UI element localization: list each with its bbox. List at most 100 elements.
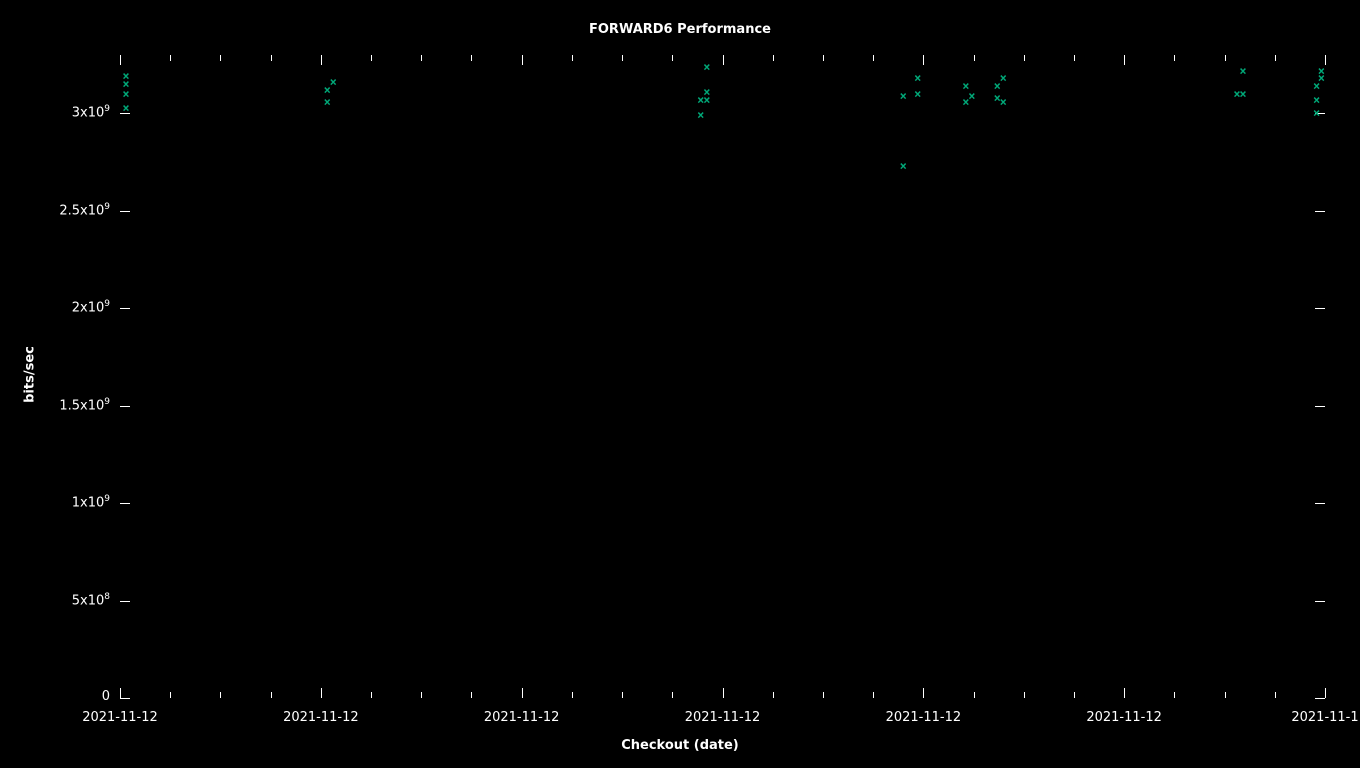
data-point: × — [1313, 94, 1320, 106]
data-point: × — [697, 109, 704, 121]
y-tick — [120, 406, 130, 407]
data-point: × — [900, 90, 907, 102]
x-tick-minor — [170, 55, 171, 61]
x-tick-minor — [773, 692, 774, 698]
x-tick-minor — [471, 692, 472, 698]
x-tick-label: 2021-11-12 — [886, 710, 962, 725]
data-point: × — [968, 90, 975, 102]
x-tick-major — [1325, 688, 1326, 698]
data-point: × — [1000, 72, 1007, 84]
x-tick-label: 2021-11-12 — [685, 710, 761, 725]
x-tick-minor — [421, 692, 422, 698]
data-point: × — [1313, 107, 1320, 119]
x-tick-minor — [672, 692, 673, 698]
y-tick — [120, 308, 130, 309]
x-tick-major — [923, 55, 924, 65]
x-tick-label: 2021-11-12 — [484, 710, 560, 725]
x-tick-minor — [873, 692, 874, 698]
scatter-chart: FORWARD6 Performance bits/sec Checkout (… — [0, 0, 1360, 768]
y-tick-label: 1.5x109 — [59, 397, 110, 413]
x-tick-major — [723, 688, 724, 698]
data-point: × — [1000, 96, 1007, 108]
x-tick-label: 2021-11-12 — [1086, 710, 1162, 725]
x-tick-minor — [220, 692, 221, 698]
x-tick-minor — [823, 55, 824, 61]
data-point: × — [1239, 65, 1246, 77]
x-tick-minor — [1275, 692, 1276, 698]
data-point: × — [324, 96, 331, 108]
data-point: × — [703, 61, 710, 73]
x-tick-minor — [271, 692, 272, 698]
x-tick-minor — [421, 55, 422, 61]
x-tick-label: 2021-11-12 — [283, 710, 359, 725]
x-tick-minor — [220, 55, 221, 61]
x-tick-minor — [974, 55, 975, 61]
x-tick-minor — [471, 55, 472, 61]
x-axis-label: Checkout (date) — [0, 738, 1360, 753]
x-tick-minor — [1225, 692, 1226, 698]
x-tick-minor — [1275, 55, 1276, 61]
y-tick — [1315, 211, 1325, 212]
x-tick-minor — [1024, 692, 1025, 698]
x-tick-major — [1124, 688, 1125, 698]
x-tick-minor — [572, 692, 573, 698]
y-tick-label: 0 — [102, 689, 110, 704]
data-point: × — [703, 94, 710, 106]
data-point: × — [122, 70, 129, 82]
x-tick-minor — [1024, 55, 1025, 61]
y-tick — [120, 503, 130, 504]
x-tick-minor — [572, 55, 573, 61]
x-tick-minor — [672, 55, 673, 61]
y-tick — [1315, 503, 1325, 504]
data-point: × — [122, 102, 129, 114]
y-tick-label: 2x109 — [72, 299, 110, 315]
chart-title: FORWARD6 Performance — [0, 22, 1360, 37]
y-tick-label: 3x109 — [72, 104, 110, 120]
x-tick-minor — [773, 55, 774, 61]
x-tick-minor — [170, 692, 171, 698]
y-tick — [1315, 698, 1325, 699]
x-tick-minor — [1225, 55, 1226, 61]
x-tick-minor — [1174, 692, 1175, 698]
x-tick-major — [120, 688, 121, 698]
x-tick-major — [120, 55, 121, 65]
y-tick-label: 2.5x109 — [59, 202, 110, 218]
x-tick-minor — [1074, 55, 1075, 61]
x-tick-major — [923, 688, 924, 698]
x-tick-major — [321, 55, 322, 65]
y-tick — [1315, 601, 1325, 602]
x-tick-minor — [371, 692, 372, 698]
x-tick-major — [522, 688, 523, 698]
x-tick-label: 2021-11-1 — [1291, 710, 1358, 725]
x-tick-minor — [622, 692, 623, 698]
x-tick-minor — [1074, 692, 1075, 698]
x-tick-minor — [271, 55, 272, 61]
y-tick — [1315, 406, 1325, 407]
x-tick-major — [522, 55, 523, 65]
x-tick-minor — [823, 692, 824, 698]
data-point: × — [914, 88, 921, 100]
x-tick-label: 2021-11-12 — [82, 710, 158, 725]
y-tick — [120, 698, 130, 699]
x-tick-minor — [371, 55, 372, 61]
y-tick — [1315, 308, 1325, 309]
data-point: × — [1318, 65, 1325, 77]
x-tick-minor — [1174, 55, 1175, 61]
x-tick-minor — [974, 692, 975, 698]
x-tick-major — [723, 55, 724, 65]
x-tick-major — [321, 688, 322, 698]
data-point: × — [914, 72, 921, 84]
data-point: × — [330, 76, 337, 88]
y-tick-label: 1x109 — [72, 494, 110, 510]
y-tick — [120, 211, 130, 212]
y-axis-label: bits/sec — [23, 334, 38, 414]
plot-area: ××××××××××××××××××××××××××××××× — [120, 55, 1325, 698]
y-tick-label: 5x108 — [72, 592, 110, 608]
x-tick-major — [1124, 55, 1125, 65]
x-tick-major — [1325, 55, 1326, 65]
x-tick-minor — [622, 55, 623, 61]
x-tick-minor — [873, 55, 874, 61]
data-point: × — [1239, 88, 1246, 100]
y-tick — [120, 601, 130, 602]
data-point: × — [900, 160, 907, 172]
